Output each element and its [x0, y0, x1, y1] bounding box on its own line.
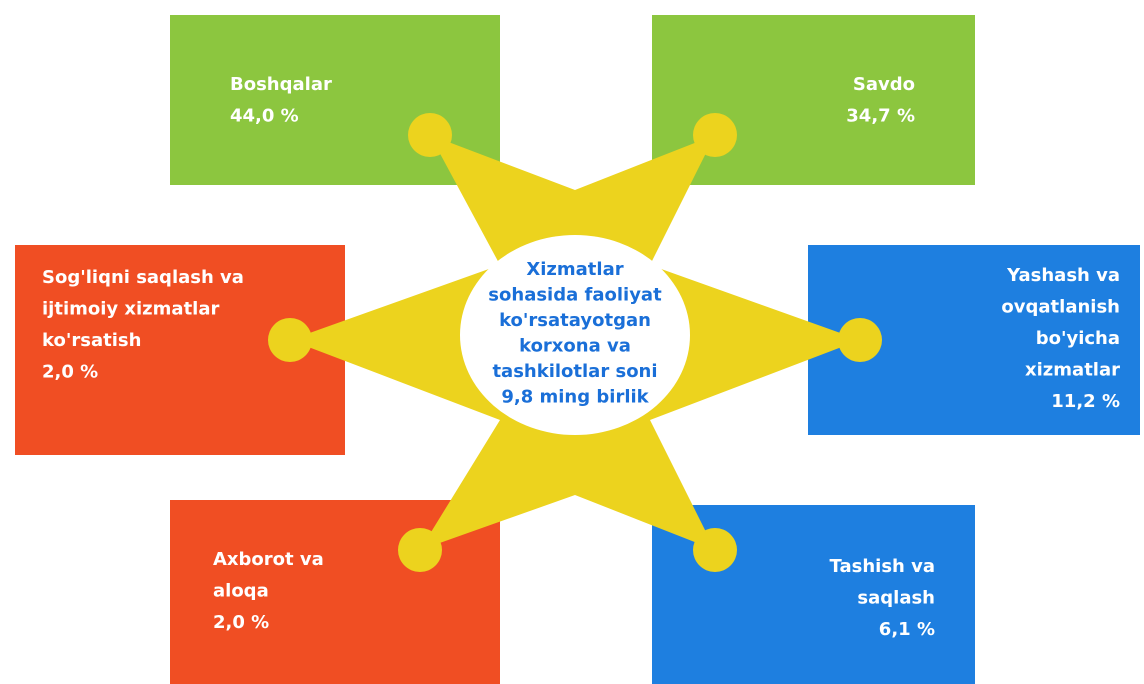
box-label: saqlash	[857, 588, 935, 609]
star-tip	[268, 318, 312, 362]
center-text: ko'rsatayotgan	[499, 310, 651, 331]
star-tip	[838, 318, 882, 362]
star-tip	[398, 528, 442, 572]
center-text: korxona va	[519, 336, 631, 357]
center-text: tashkilotlar soni	[492, 361, 657, 382]
center-ellipse	[460, 235, 690, 435]
box-value: 34,7 %	[846, 106, 915, 127]
box-label: Sog'liqni saqlash va	[42, 267, 244, 288]
box-label: aloqa	[213, 581, 269, 602]
star-tip	[693, 528, 737, 572]
box-value: 2,0 %	[213, 612, 269, 633]
texts: Xizmatlar sohasida faoliyat ko'rsatayotgan…	[42, 74, 1120, 640]
box-label: ko'rsatish	[42, 330, 141, 351]
box-label: ovqatlanish	[1001, 297, 1120, 318]
center-text: Xizmatlar	[526, 259, 623, 280]
box-value: 44,0 %	[230, 106, 299, 127]
box-value: 6,1 %	[879, 619, 935, 640]
box-label: ijtimoiy xizmatlar	[42, 299, 219, 320]
box-value: 11,2 %	[1051, 391, 1120, 412]
box-trade	[652, 15, 975, 185]
box-label: Tashish va	[830, 556, 935, 577]
center-text: 9,8 ming birlik	[501, 387, 649, 408]
center-text: sohasida faoliyat	[488, 285, 662, 306]
box-label: xizmatlar	[1025, 360, 1120, 381]
star-tip	[408, 113, 452, 157]
box-label: Axborot va	[213, 549, 324, 570]
box-label: Yashash va	[1006, 265, 1120, 286]
box-label: Boshqalar	[230, 74, 332, 95]
box-label: bo'yicha	[1036, 328, 1120, 349]
box-label: Savdo	[853, 74, 915, 95]
star-tip	[693, 113, 737, 157]
box-value: 2,0 %	[42, 362, 98, 383]
